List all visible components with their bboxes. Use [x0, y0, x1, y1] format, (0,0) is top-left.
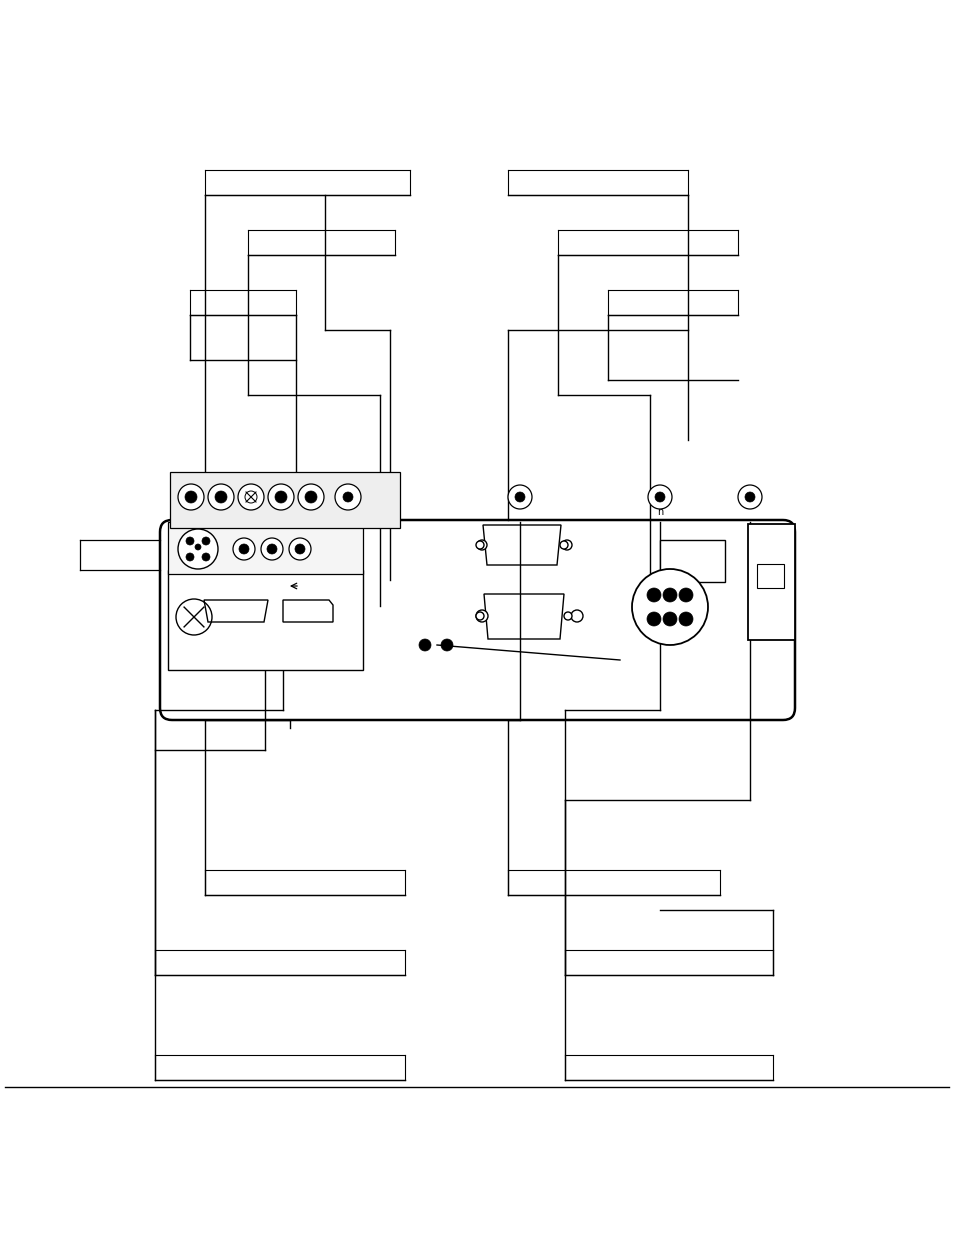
- Circle shape: [239, 543, 249, 555]
- Circle shape: [738, 485, 761, 509]
- Circle shape: [202, 537, 210, 545]
- Circle shape: [208, 484, 233, 510]
- Circle shape: [476, 613, 483, 620]
- Circle shape: [343, 492, 353, 501]
- Circle shape: [655, 492, 664, 501]
- Circle shape: [274, 492, 287, 503]
- Circle shape: [476, 540, 486, 550]
- Circle shape: [646, 613, 660, 626]
- Bar: [168, 571, 363, 671]
- Circle shape: [476, 541, 483, 550]
- Circle shape: [646, 588, 660, 601]
- Circle shape: [679, 613, 692, 626]
- Circle shape: [267, 543, 276, 555]
- Circle shape: [202, 553, 210, 561]
- Circle shape: [571, 610, 582, 622]
- Bar: [168, 522, 363, 574]
- Circle shape: [515, 492, 524, 501]
- Circle shape: [297, 484, 324, 510]
- Circle shape: [233, 538, 254, 559]
- Circle shape: [647, 485, 671, 509]
- Circle shape: [194, 543, 201, 550]
- Bar: [757, 564, 783, 588]
- Circle shape: [563, 613, 572, 620]
- Circle shape: [245, 492, 256, 503]
- Circle shape: [294, 543, 305, 555]
- Circle shape: [237, 484, 264, 510]
- Bar: [659, 540, 724, 582]
- Circle shape: [679, 588, 692, 601]
- FancyBboxPatch shape: [160, 520, 794, 720]
- Bar: [170, 472, 399, 529]
- Circle shape: [186, 537, 193, 545]
- Circle shape: [175, 599, 212, 635]
- Circle shape: [559, 541, 567, 550]
- Circle shape: [418, 638, 431, 651]
- Circle shape: [268, 484, 294, 510]
- Circle shape: [178, 484, 204, 510]
- Circle shape: [744, 492, 754, 501]
- Circle shape: [305, 492, 316, 503]
- Circle shape: [289, 538, 311, 559]
- Circle shape: [476, 610, 488, 622]
- Circle shape: [178, 529, 218, 569]
- Circle shape: [185, 492, 196, 503]
- Circle shape: [662, 613, 677, 626]
- Circle shape: [662, 588, 677, 601]
- Circle shape: [440, 638, 453, 651]
- Circle shape: [631, 569, 707, 645]
- Text: n: n: [657, 508, 662, 517]
- Circle shape: [335, 484, 360, 510]
- Circle shape: [261, 538, 283, 559]
- Circle shape: [561, 540, 572, 550]
- Circle shape: [507, 485, 532, 509]
- Circle shape: [186, 553, 193, 561]
- Circle shape: [214, 492, 227, 503]
- Bar: [747, 524, 794, 640]
